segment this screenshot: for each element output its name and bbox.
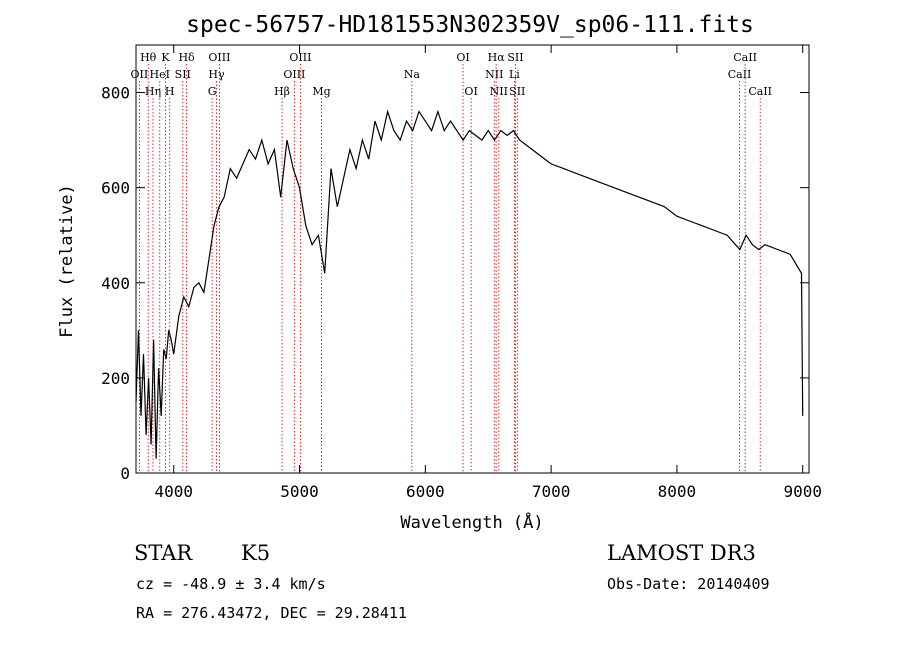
obs-date: Obs-Date: 20140409 (607, 575, 770, 593)
plot-frame (135, 44, 810, 474)
marker-label: OIII (283, 68, 305, 81)
marker-label: NII (485, 68, 503, 81)
cz-value: cz = -48.9 ± 3.4 km/s (136, 575, 326, 593)
marker-label: Hη (145, 85, 161, 98)
marker-label: Hγ (208, 68, 225, 81)
marker-label: NII (490, 85, 508, 98)
y-axis-ticks: 0 200 400 600 800 (101, 84, 809, 483)
x-axis-label: Wavelength (Å) (400, 511, 543, 533)
survey-name: LAMOST DR3 (607, 541, 756, 565)
x-tick-label: 7000 (532, 482, 571, 501)
object-class: STAR (134, 541, 193, 565)
spectrum-line (135, 109, 804, 459)
object-subclass: K5 (241, 541, 270, 565)
marker-label: SII (507, 51, 523, 64)
marker-label: OIII (289, 51, 311, 64)
spectrum-series (135, 109, 804, 459)
marker-label: OIII (208, 51, 230, 64)
x-tick-label: 9000 (783, 482, 822, 501)
y-tick-label: 200 (101, 369, 130, 388)
marker-label: Hα (488, 51, 506, 64)
x-tick-label: 8000 (658, 482, 697, 501)
x-tick-label: 6000 (406, 482, 445, 501)
marker-label: Mg (312, 85, 330, 98)
marker-label: Hδ (178, 51, 195, 64)
marker-label: H (165, 85, 175, 98)
marker-label: CaII (728, 68, 752, 81)
y-tick-label: 400 (101, 274, 130, 293)
x-tick-label: 5000 (280, 482, 319, 501)
marker-label: SII (175, 68, 191, 81)
marker-label: K (161, 51, 170, 64)
marker-label: G (208, 85, 217, 98)
x-axis-ticks: 4000 5000 6000 7000 8000 9000 (154, 45, 822, 501)
marker-label: SII (509, 85, 525, 98)
marker-label: Li (509, 68, 520, 81)
marker-label: OI (456, 51, 469, 64)
marker-label: OI (464, 85, 477, 98)
marker-label: Na (404, 68, 421, 81)
spectral-line-markers: Hθ OII Hη HeI K H Hδ SII OIII Hγ G Hβ OIII OIII Mg Na OI… (131, 51, 772, 473)
x-tick-label: 4000 (154, 482, 193, 501)
y-axis-label: Flux (relative) (57, 184, 77, 338)
y-tick-label: 600 (101, 179, 130, 198)
marker-label: OII (131, 68, 149, 81)
chart-title: spec-56757-HD181553N302359V_sp06-111.fit… (186, 12, 754, 38)
y-tick-label: 800 (101, 84, 130, 103)
marker-label: Hβ (274, 85, 290, 98)
marker-label: CaII (748, 85, 772, 98)
y-tick-label: 0 (120, 464, 130, 483)
marker-label: Hθ (140, 51, 157, 64)
coordinates: RA = 276.43472, DEC = 29.28411 (136, 604, 407, 622)
marker-label: HeI (150, 68, 170, 81)
marker-label: CaII (733, 51, 757, 64)
